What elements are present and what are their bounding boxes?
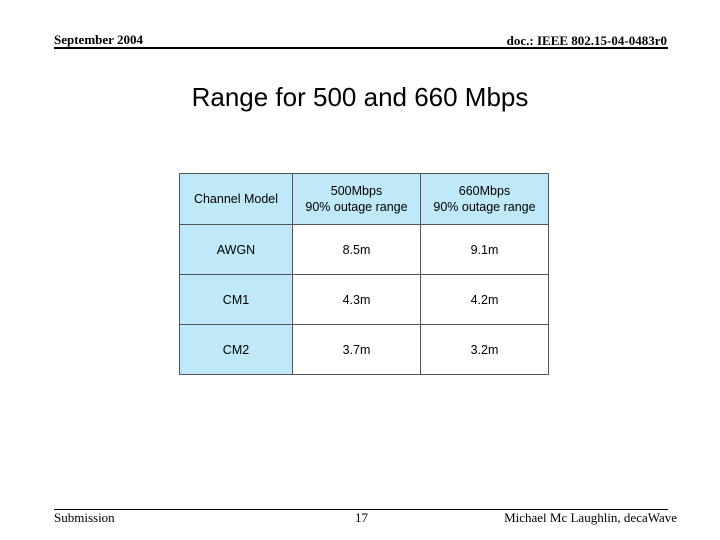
- table-header-row: Channel Model 500Mbps 90% outage range 6…: [179, 173, 549, 225]
- row-660-cell: 3.2m: [420, 324, 549, 375]
- header-doc-id: doc.: IEEE 802.15-04-0483r0: [506, 33, 667, 48]
- row-660-cell: 4.2m: [420, 274, 549, 325]
- header-660mbps: 660Mbps 90% outage range: [420, 173, 549, 225]
- row-500-cell: 4.3m: [292, 274, 421, 325]
- footer-author: Michael Mc Laughlin, decaWave: [504, 510, 677, 525]
- header-channel-model: Channel Model: [179, 173, 293, 225]
- header-500mbps-line-2: 90% outage range: [305, 200, 408, 214]
- row-model-cell: CM1: [179, 274, 293, 325]
- table-row: CM1 4.3m 4.2m: [179, 274, 549, 325]
- row-660-cell: 9.1m: [420, 224, 549, 275]
- table-row: CM2 3.7m 3.2m: [179, 324, 549, 375]
- footer-rule: [54, 509, 668, 510]
- header-500mbps-line-1: 500Mbps: [330, 184, 383, 198]
- table-row: AWGN 8.5m 9.1m: [179, 224, 549, 275]
- row-500-cell: 3.7m: [292, 324, 421, 375]
- header-660mbps-line-2: 90% outage range: [433, 200, 536, 214]
- row-model-cell: AWGN: [179, 224, 293, 275]
- header-660mbps-line-1: 660Mbps: [458, 184, 511, 198]
- range-table: Channel Model 500Mbps 90% outage range 6…: [179, 173, 549, 375]
- row-model-cell: CM2: [179, 324, 293, 375]
- header-date: September 2004: [54, 32, 143, 47]
- row-500-cell: 8.5m: [292, 224, 421, 275]
- header-channel-model-line: Channel Model: [193, 192, 279, 206]
- footer-submission: Submission: [54, 510, 115, 525]
- header-rule: [54, 47, 668, 49]
- slide-title: Range for 500 and 660 Mbps: [191, 82, 529, 112]
- footer-page-number: 17: [355, 510, 368, 525]
- header-500mbps: 500Mbps 90% outage range: [292, 173, 421, 225]
